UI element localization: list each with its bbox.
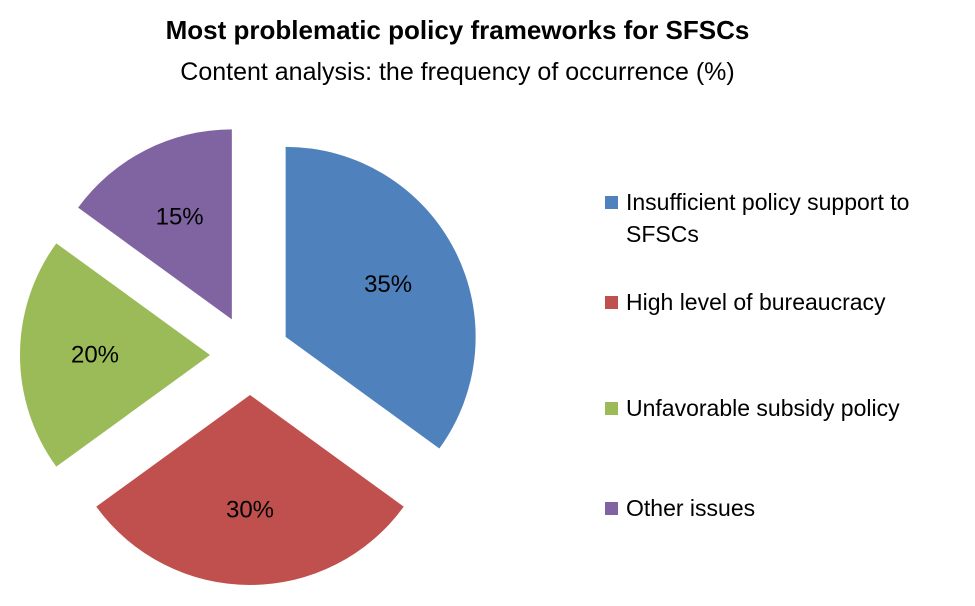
data-label-high-level-of-bureaucracy: 30% [226, 497, 274, 524]
data-label-unfavorable-subsidy-policy: 20% [71, 342, 119, 369]
legend-label-unfavorable-subsidy-policy: Unfavorable subsidy policy [626, 395, 900, 421]
pie-slice-unfavorable-subsidy-policy [19, 243, 210, 467]
legend-swatch-unfavorable-subsidy-policy [605, 402, 618, 415]
legend-label-insufficient-policy-support: Insufficient policy support to SFSCs [626, 189, 910, 247]
data-label-other-issues: 15% [156, 203, 204, 230]
pie-slice-other-issues [78, 129, 232, 320]
legend-swatch-insufficient-policy-support [605, 196, 618, 209]
chart-title: Most problematic policy frameworks for S… [165, 15, 750, 45]
legend-swatch-high-level-of-bureaucracy [605, 296, 618, 309]
legend-label-high-level-of-bureaucracy: High level of bureaucracy [626, 289, 886, 315]
legend-swatch-other-issues [605, 502, 618, 515]
pie-slice-high-level-of-bureaucracy [96, 395, 404, 585]
data-label-insufficient-policy-support: 35% [364, 271, 412, 298]
pie-slice-insufficient-policy-support [285, 146, 476, 449]
chart-subtitle: Content analysis: the frequency of occur… [180, 58, 735, 86]
legend-label-other-issues: Other issues [626, 495, 756, 521]
